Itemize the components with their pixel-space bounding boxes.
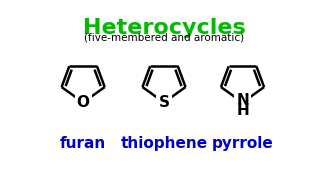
Text: furan: furan	[60, 136, 106, 151]
Text: H: H	[236, 103, 249, 118]
Text: pyrrole: pyrrole	[212, 136, 273, 151]
Text: Heterocycles: Heterocycles	[83, 18, 245, 38]
Text: O: O	[77, 95, 90, 110]
Text: S: S	[158, 95, 170, 110]
Text: N: N	[236, 93, 249, 108]
Text: (five-membered and aromatic): (five-membered and aromatic)	[84, 32, 244, 42]
Text: thiophene: thiophene	[120, 136, 208, 151]
